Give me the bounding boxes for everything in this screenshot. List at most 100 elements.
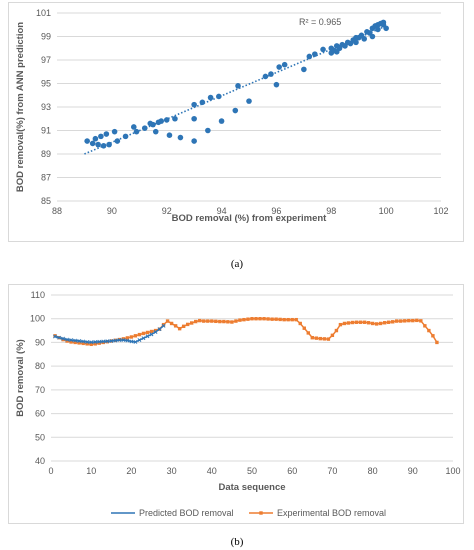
data-point <box>333 48 340 55</box>
data-point <box>161 322 166 327</box>
data-point <box>114 138 121 144</box>
data-point <box>125 338 130 343</box>
data-point <box>258 317 262 321</box>
data-point <box>141 331 146 336</box>
data-point <box>194 319 198 324</box>
y-axis-title: BOD removal (%) <box>15 339 26 417</box>
data-point <box>150 121 156 128</box>
data-point <box>415 318 419 323</box>
data-point <box>133 334 138 338</box>
data-point <box>294 317 298 322</box>
data-point <box>282 317 286 322</box>
data-point <box>53 334 57 339</box>
y-tick-label: 80 <box>35 361 45 371</box>
data-point <box>312 51 318 57</box>
data-point <box>232 107 239 114</box>
data-point <box>129 335 134 339</box>
data-point <box>65 337 70 342</box>
data-point <box>149 332 154 337</box>
data-point <box>145 330 150 335</box>
x-axis-title: BOD removal (%) from experiment <box>172 213 328 224</box>
y-tick-label: 99 <box>41 32 51 42</box>
legend-label-experimental: Experimental BOD removal <box>277 508 386 518</box>
data-point <box>205 127 211 134</box>
data-point <box>137 332 142 337</box>
caption-a: (a) <box>230 258 244 270</box>
y-tick-label: 101 <box>36 8 51 18</box>
data-point <box>378 321 383 326</box>
data-point <box>158 118 165 124</box>
data-point <box>103 131 110 137</box>
data-point <box>191 101 197 108</box>
x-tick-labels: 0 10 20 30 40 50 60 70 80 90 100 <box>48 466 460 476</box>
data-point <box>169 321 174 326</box>
data-point <box>206 319 210 323</box>
r-squared-annotation: R² = 0.965 <box>299 17 341 27</box>
data-point <box>73 340 77 345</box>
data-point <box>106 141 112 148</box>
data-point <box>230 320 234 324</box>
data-point <box>199 99 206 106</box>
y-tick-label: 91 <box>41 126 51 136</box>
data-point <box>362 320 367 324</box>
data-point <box>93 340 98 344</box>
data-point <box>153 328 158 333</box>
data-point <box>242 317 246 322</box>
data-point <box>427 328 431 333</box>
y-tick-labels: 40 50 60 70 80 90 100 110 <box>30 290 45 466</box>
data-point <box>234 319 238 323</box>
data-point <box>81 341 85 346</box>
y-tick-label: 97 <box>41 55 51 65</box>
data-point <box>65 339 69 343</box>
data-point <box>77 341 81 345</box>
x-tick-label: 92 <box>162 206 172 216</box>
data-point <box>262 73 269 80</box>
data-point <box>306 53 313 60</box>
data-point <box>334 328 339 333</box>
x-tick-label: 70 <box>327 466 337 476</box>
y-tick-label: 89 <box>41 149 51 159</box>
data-point <box>122 133 129 140</box>
x-tick-label: 90 <box>107 206 117 216</box>
x-tick-label: 20 <box>126 466 136 476</box>
data-point <box>210 319 214 323</box>
legend-label-predicted: Predicted BOD removal <box>139 508 234 518</box>
data-point <box>129 339 134 344</box>
data-point <box>281 61 288 68</box>
data-point <box>369 33 376 40</box>
data-point <box>395 319 399 323</box>
data-point <box>97 341 101 345</box>
y-axis-title: BOD removal(%) from ANN prediction <box>15 22 26 192</box>
data-point <box>314 336 319 340</box>
x-tick-label: 90 <box>408 466 418 476</box>
data-point <box>268 71 274 77</box>
data-point <box>105 339 110 344</box>
x-tick-label: 10 <box>86 466 96 476</box>
data-point <box>273 81 280 88</box>
data-point <box>262 317 266 321</box>
data-point <box>326 337 331 341</box>
data-point <box>391 320 395 324</box>
data-point <box>153 330 158 334</box>
x-tick-label: 88 <box>52 206 62 216</box>
data-point <box>306 331 310 335</box>
data-point <box>358 320 363 324</box>
caption-b: (b) <box>230 536 244 548</box>
data-point <box>276 64 282 70</box>
data-point <box>361 36 368 42</box>
x-tick-label: 100 <box>445 466 460 476</box>
data-points <box>84 19 389 149</box>
data-point <box>235 83 241 89</box>
data-point <box>353 39 359 46</box>
data-point <box>320 46 326 53</box>
data-point <box>207 94 214 101</box>
chart-a-panel: 85 87 89 91 93 95 97 99 101 88 90 92 94 96 98 100 102 R… <box>8 2 464 242</box>
data-point <box>69 340 73 344</box>
y-tick-label: 87 <box>41 173 51 183</box>
data-point <box>198 318 202 323</box>
data-point <box>77 339 82 343</box>
series-line-predicted <box>54 325 165 343</box>
data-point <box>386 320 391 324</box>
data-point <box>318 336 323 341</box>
data-point <box>173 324 178 328</box>
